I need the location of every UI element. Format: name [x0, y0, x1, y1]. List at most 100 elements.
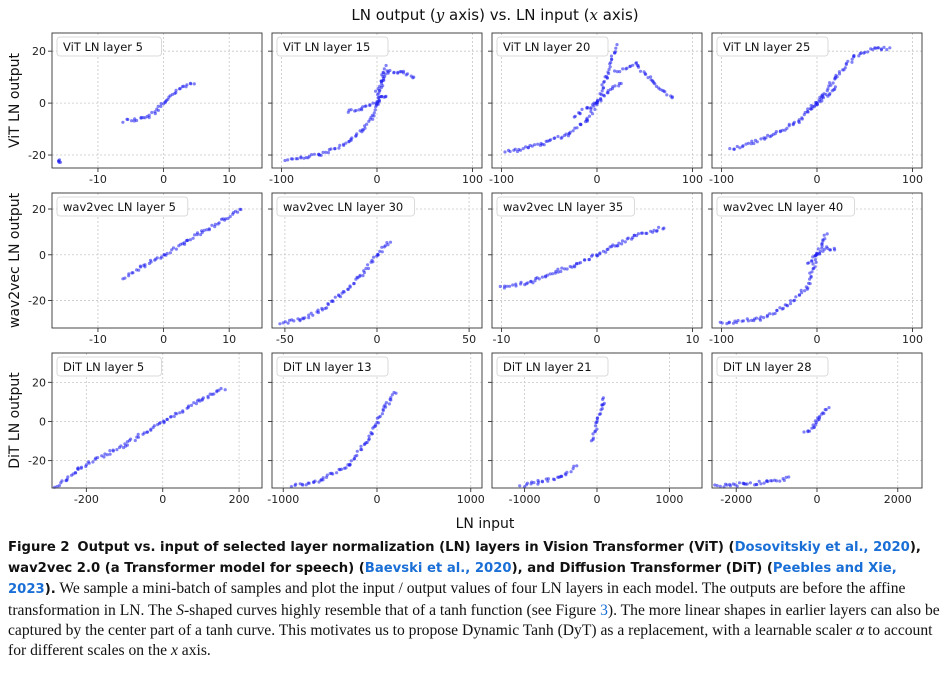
scatter-point [825, 232, 829, 236]
scatter-point [670, 96, 674, 100]
scatter-point [592, 101, 596, 105]
scatter-point [102, 455, 106, 459]
x-tick-label: 0 [594, 493, 601, 506]
scatter-point [103, 452, 107, 456]
scatter-point [162, 420, 166, 424]
scatter-point [621, 67, 625, 71]
scatter-point [800, 291, 804, 295]
scatter-point [759, 315, 763, 319]
x-tick-label: 0 [374, 333, 381, 346]
scatter-point [159, 104, 163, 108]
scatter-point [105, 453, 109, 457]
scatter-point [79, 465, 84, 469]
scatter-point [224, 217, 228, 221]
scatter-point [200, 229, 204, 233]
subplot-title-box [276, 356, 389, 377]
scatter-point [657, 225, 661, 229]
scatter-point [545, 273, 550, 277]
scatter-point [307, 481, 311, 485]
scatter-point [646, 76, 650, 80]
scatter-point [546, 479, 550, 483]
scatter-point [335, 471, 339, 475]
scatter-point [768, 312, 772, 316]
x-tick-label: 0 [160, 333, 167, 346]
scatter-point [217, 221, 221, 225]
scatter-point [542, 143, 546, 147]
scatter-point [752, 141, 756, 146]
scatter-point [174, 88, 178, 92]
scatter-point [595, 416, 600, 420]
scatter-point [818, 414, 822, 418]
citation-link-baevski[interactable]: Baevski et al., 2020 [364, 561, 512, 577]
scatter-point [806, 107, 810, 111]
scatter-point [560, 266, 564, 270]
x-tick-label: 0 [814, 493, 821, 506]
scatter-point [278, 322, 282, 326]
scatter-point [156, 104, 160, 108]
scatter-point [344, 141, 348, 145]
scatter-point [133, 438, 137, 443]
scatter-point [821, 96, 826, 100]
x-tick-label: 0 [594, 333, 601, 346]
scatter-point [602, 79, 606, 84]
scatter-point [806, 286, 810, 290]
scatter-point [735, 144, 739, 149]
scatter-point [360, 448, 364, 452]
scatter-point [786, 304, 790, 308]
scatter-point [615, 70, 619, 74]
scatter-point [749, 142, 753, 146]
scatter-point [338, 143, 342, 147]
x-tick-label: 10 [222, 333, 236, 346]
caption-x-symbol: x [170, 642, 178, 660]
scatter-point [720, 321, 724, 325]
scatter-point [194, 402, 198, 406]
x-tick-label: -10 [493, 333, 511, 346]
scatter-point [312, 152, 316, 156]
citation-link-dosovitskiy[interactable]: Dosovitskiy et al., 2020 [734, 540, 910, 555]
y-axis-label: ViT LN output [7, 52, 23, 148]
scatter-point [556, 267, 560, 271]
scatter-point [378, 249, 382, 253]
scatter-point [123, 276, 127, 280]
scatter-point [762, 316, 766, 320]
scatter-point [784, 475, 788, 479]
scatter-point [294, 482, 298, 486]
x-tick-label: 100 [902, 333, 923, 346]
scatter-point [788, 302, 793, 306]
scatter-point [587, 114, 592, 118]
scatter-point [304, 483, 308, 487]
scatter-point [824, 92, 828, 97]
scatter-point [640, 231, 645, 235]
scatter-point [823, 237, 827, 241]
scatter-point [188, 238, 192, 242]
scatter-point [806, 110, 810, 114]
scatter-point [746, 319, 751, 323]
scatter-point [375, 420, 379, 424]
figure-ref-link[interactable]: 3 [600, 601, 608, 619]
scatter-point [600, 89, 604, 93]
x-tick-label: 10 [685, 333, 699, 346]
scatter-point [623, 240, 627, 244]
citation-link-peebles[interactable]: Peebles and Xie, 2023 [8, 561, 897, 598]
scatter-point [754, 316, 759, 320]
scatter-point [604, 74, 609, 78]
scatter-point [653, 82, 657, 86]
subplot-title: DiT LN layer 28 [723, 360, 812, 374]
scatter-point [846, 59, 850, 63]
scatter-point [191, 236, 195, 240]
scatter-point [321, 150, 325, 154]
x-tick-label: -200 [74, 493, 99, 506]
scatter-point [387, 402, 391, 406]
scatter-point [829, 83, 833, 87]
scatter-point [311, 313, 315, 317]
scatter-point [374, 423, 378, 427]
scatter-point [554, 269, 558, 273]
scatter-point [820, 242, 824, 246]
scatter-point [158, 421, 162, 425]
scatter-point [138, 264, 142, 268]
scatter-point [339, 467, 344, 471]
scatter-point [531, 281, 535, 285]
scatter-point [831, 81, 835, 85]
x-tick-label: -10 [89, 173, 107, 186]
